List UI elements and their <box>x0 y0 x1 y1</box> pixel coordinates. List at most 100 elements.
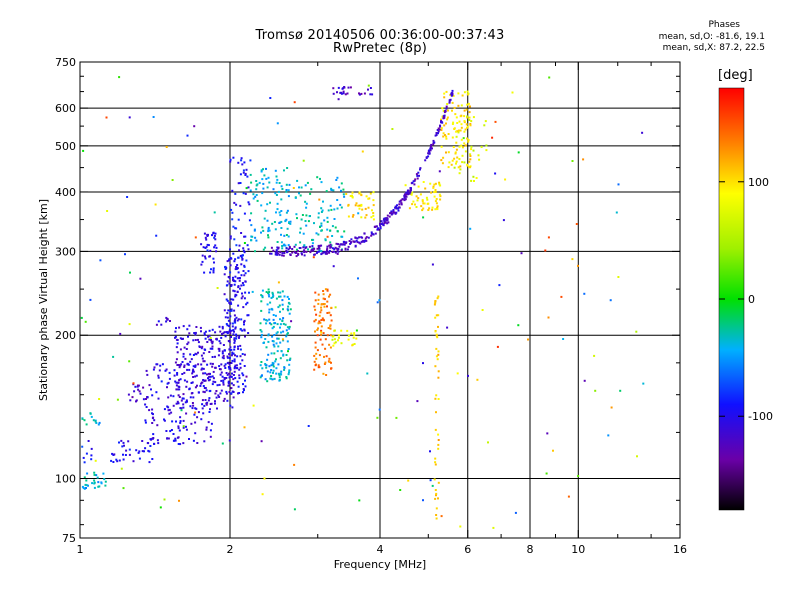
echo-point <box>323 298 326 301</box>
echo-point <box>360 204 363 207</box>
echo-point <box>267 340 270 343</box>
echo-point <box>435 132 438 134</box>
echo-point <box>165 320 168 323</box>
echo-point <box>158 369 161 372</box>
echo-point <box>457 129 460 132</box>
echo-point <box>213 211 216 214</box>
echo-point <box>333 208 336 211</box>
echo-point <box>404 198 407 201</box>
echo-point <box>260 300 263 303</box>
echo-point <box>202 372 205 375</box>
echo-point <box>372 191 375 194</box>
echo-point <box>615 211 618 214</box>
echo-point <box>325 251 328 254</box>
echo-point <box>163 419 166 422</box>
echo-point <box>218 325 221 328</box>
echo-point <box>281 303 284 306</box>
echo-point <box>288 369 291 372</box>
echo-point <box>465 108 468 111</box>
echo-point <box>431 206 434 209</box>
echo-point <box>332 189 335 192</box>
echo-point <box>384 217 387 220</box>
echo-point <box>326 305 328 308</box>
echo-point <box>351 215 354 218</box>
echo-point <box>357 204 360 207</box>
echo-point <box>274 192 277 195</box>
echo-point <box>299 241 302 244</box>
echo-point <box>171 420 174 423</box>
echo-point <box>212 377 215 380</box>
echo-point <box>321 209 324 212</box>
echo-point <box>238 244 241 247</box>
echo-point <box>151 408 154 411</box>
echo-point <box>244 335 246 338</box>
echo-point <box>316 176 319 179</box>
echo-point <box>423 202 426 205</box>
echo-point <box>314 318 317 321</box>
echo-point <box>281 245 284 247</box>
echo-point <box>242 247 245 250</box>
echo-point <box>96 476 99 479</box>
echo-point <box>167 437 170 440</box>
echo-point <box>426 198 429 201</box>
echo-point <box>203 404 206 407</box>
echo-point <box>192 365 195 368</box>
echo-point <box>202 352 205 355</box>
echo-point <box>259 322 262 325</box>
echo-point <box>452 94 455 97</box>
echo-point <box>470 148 473 151</box>
echo-point <box>291 251 294 254</box>
echo-point <box>239 362 242 365</box>
echo-point <box>228 376 231 379</box>
echo-point <box>442 135 445 138</box>
echo-point <box>104 484 107 487</box>
echo-point <box>115 458 118 461</box>
echo-point <box>275 181 278 184</box>
echo-point <box>221 327 224 330</box>
echo-point <box>435 514 438 516</box>
echo-point <box>176 364 179 366</box>
echo-point <box>220 363 223 366</box>
echo-point <box>175 358 178 361</box>
echo-point <box>272 318 275 321</box>
echo-point <box>203 379 206 382</box>
echo-point <box>235 268 238 270</box>
echo-point <box>310 249 313 252</box>
echo-point <box>86 472 89 475</box>
echo-point <box>247 314 250 317</box>
echo-point <box>282 317 285 320</box>
echo-point <box>302 246 305 249</box>
echo-point <box>294 243 297 246</box>
echo-point <box>177 385 180 388</box>
echo-point <box>422 202 425 205</box>
y-tick-label: 750 <box>55 56 76 69</box>
echo-point <box>432 143 435 146</box>
echo-point <box>254 236 257 239</box>
echo-point <box>194 365 197 368</box>
echo-point <box>441 162 444 165</box>
echo-point <box>323 303 326 305</box>
echo-point <box>376 301 379 304</box>
echo-point <box>275 332 278 335</box>
echo-point <box>122 453 124 456</box>
echo-point <box>261 289 264 292</box>
echo-point <box>186 400 188 403</box>
echo-point <box>243 321 245 324</box>
echo-point <box>582 158 585 161</box>
echo-point <box>329 241 332 244</box>
echo-point <box>269 201 271 204</box>
echo-point <box>266 358 269 361</box>
echo-point <box>331 338 334 341</box>
echo-point <box>318 314 321 317</box>
echo-point <box>339 203 342 206</box>
echo-point <box>238 368 241 371</box>
echo-point <box>234 364 237 367</box>
echo-point <box>369 192 372 195</box>
echo-point <box>201 407 204 410</box>
echo-point <box>236 367 239 370</box>
echo-point <box>390 210 393 213</box>
echo-point <box>264 363 267 365</box>
echo-point <box>287 350 289 353</box>
echo-point <box>364 216 367 219</box>
